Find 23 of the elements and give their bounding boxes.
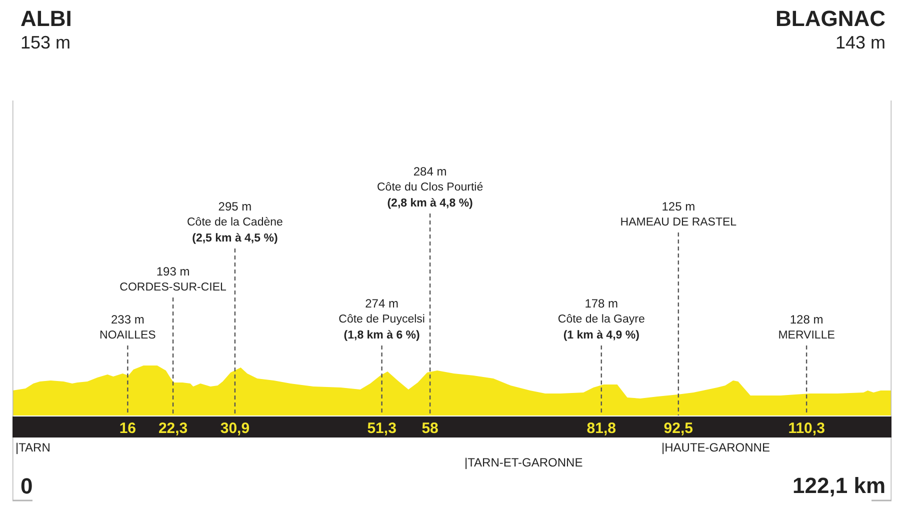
- ref-line-label: 128 m MERVILLE: [778, 312, 836, 342]
- x-tick-label: 16: [119, 420, 136, 437]
- x-tick-label: 58: [422, 420, 438, 437]
- text: ALBI 153 m: [20, 6, 72, 52]
- x-tick-label: 110,3: [788, 420, 825, 437]
- ref-line-label: 295 m Côte de la Cadène (2,5 km à 4,5 %): [187, 200, 283, 244]
- text: BLAGNAC 143 m: [776, 6, 886, 52]
- text: 0: [20, 474, 33, 498]
- ref-line-label: 274 m Côte de Puycelsi (1,8 km à 6 %): [338, 296, 425, 342]
- x-tick-label: 22,3: [158, 420, 188, 437]
- ref-line-label: 284 m Côte du Clos Pourtié (2,8 km à 4,8 %): [376, 164, 484, 210]
- x-tick-label: 51,3: [367, 420, 396, 437]
- text: |TARN-ET-GARONNE: [464, 456, 583, 470]
- text: |TARN: [16, 440, 50, 454]
- text: |HAUTE-GARONNE: [662, 440, 770, 454]
- x-tick-label: 30,9: [220, 420, 250, 437]
- ref-line-label: 178 m Côte de la Gayre (1 km à 4,9 %): [558, 296, 645, 342]
- ref-line-label: 233 m NOAILLES: [100, 312, 156, 342]
- x-tick-label: 92,5: [664, 420, 694, 437]
- x-tick-label: 81,8: [586, 420, 616, 437]
- ref-line-label: 193 m CORDES-SUR-CIEL: [120, 264, 227, 294]
- ref-line-label: 125 m HAMEAU DE RASTEL: [620, 200, 738, 228]
- text: 122,1 km: [792, 473, 886, 498]
